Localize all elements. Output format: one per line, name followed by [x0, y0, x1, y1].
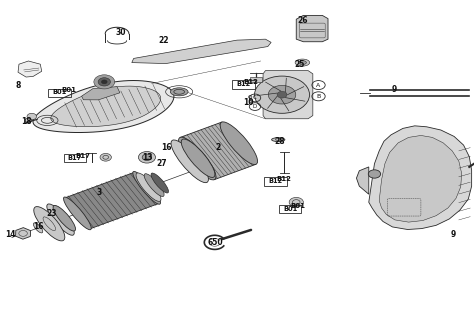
- Ellipse shape: [144, 174, 164, 196]
- Text: B01: B01: [290, 203, 305, 209]
- Ellipse shape: [272, 138, 285, 142]
- Text: C: C: [253, 95, 257, 100]
- Ellipse shape: [47, 204, 74, 235]
- Text: B12: B12: [276, 176, 291, 182]
- Text: D: D: [253, 104, 257, 109]
- Text: B12: B12: [236, 81, 250, 87]
- Ellipse shape: [220, 122, 257, 165]
- Text: B12: B12: [244, 79, 259, 85]
- Ellipse shape: [34, 207, 65, 241]
- Polygon shape: [296, 15, 328, 42]
- Text: 18: 18: [21, 117, 31, 126]
- Text: 16: 16: [33, 222, 43, 231]
- Polygon shape: [263, 71, 313, 119]
- Text: 650: 650: [208, 238, 223, 247]
- Ellipse shape: [170, 88, 188, 96]
- Circle shape: [101, 80, 107, 84]
- Polygon shape: [65, 172, 159, 229]
- Text: 22: 22: [158, 36, 169, 45]
- Text: B: B: [317, 94, 320, 99]
- Polygon shape: [82, 87, 120, 100]
- Text: 28: 28: [274, 137, 285, 146]
- Ellipse shape: [181, 139, 215, 178]
- Text: B01: B01: [61, 87, 76, 93]
- Text: B01: B01: [283, 206, 297, 212]
- Ellipse shape: [248, 95, 252, 99]
- Circle shape: [268, 85, 296, 104]
- Ellipse shape: [295, 59, 310, 66]
- Text: A: A: [317, 82, 320, 88]
- Text: 14: 14: [6, 230, 16, 239]
- Ellipse shape: [136, 173, 161, 201]
- Text: 30: 30: [116, 28, 126, 37]
- Circle shape: [368, 170, 381, 178]
- Text: 13: 13: [142, 153, 152, 162]
- Text: 16: 16: [162, 143, 172, 152]
- Ellipse shape: [151, 173, 168, 193]
- Circle shape: [289, 197, 303, 207]
- Ellipse shape: [33, 223, 43, 233]
- Circle shape: [277, 91, 287, 98]
- Text: 3: 3: [97, 188, 102, 197]
- Polygon shape: [369, 126, 472, 230]
- Ellipse shape: [299, 61, 306, 65]
- Text: 26: 26: [297, 16, 308, 25]
- Circle shape: [255, 76, 310, 113]
- Polygon shape: [16, 228, 31, 239]
- Ellipse shape: [133, 171, 161, 204]
- Text: B17: B17: [75, 153, 91, 159]
- Text: 8: 8: [15, 81, 21, 90]
- Circle shape: [138, 152, 155, 163]
- Text: B12: B12: [269, 178, 283, 184]
- Ellipse shape: [171, 140, 209, 183]
- Ellipse shape: [249, 100, 253, 103]
- Circle shape: [98, 78, 110, 86]
- Circle shape: [94, 75, 115, 89]
- Ellipse shape: [64, 197, 91, 230]
- Polygon shape: [379, 135, 462, 222]
- Polygon shape: [33, 81, 174, 133]
- FancyBboxPatch shape: [250, 77, 262, 82]
- Circle shape: [25, 118, 32, 123]
- Polygon shape: [132, 39, 271, 64]
- Text: 23: 23: [46, 209, 56, 218]
- Ellipse shape: [179, 137, 216, 180]
- Text: 27: 27: [157, 159, 167, 168]
- Circle shape: [100, 153, 111, 161]
- Polygon shape: [18, 61, 42, 77]
- Circle shape: [27, 113, 36, 120]
- Circle shape: [142, 154, 152, 160]
- Text: 10: 10: [244, 98, 254, 107]
- Polygon shape: [356, 167, 369, 194]
- Text: 9: 9: [392, 85, 397, 94]
- Text: 2: 2: [215, 143, 221, 152]
- Text: B01: B01: [52, 90, 66, 95]
- Polygon shape: [180, 122, 256, 180]
- Text: 9: 9: [451, 230, 456, 239]
- Polygon shape: [51, 86, 161, 127]
- Ellipse shape: [53, 205, 75, 231]
- Text: 25: 25: [294, 60, 305, 69]
- Text: B17: B17: [68, 155, 82, 161]
